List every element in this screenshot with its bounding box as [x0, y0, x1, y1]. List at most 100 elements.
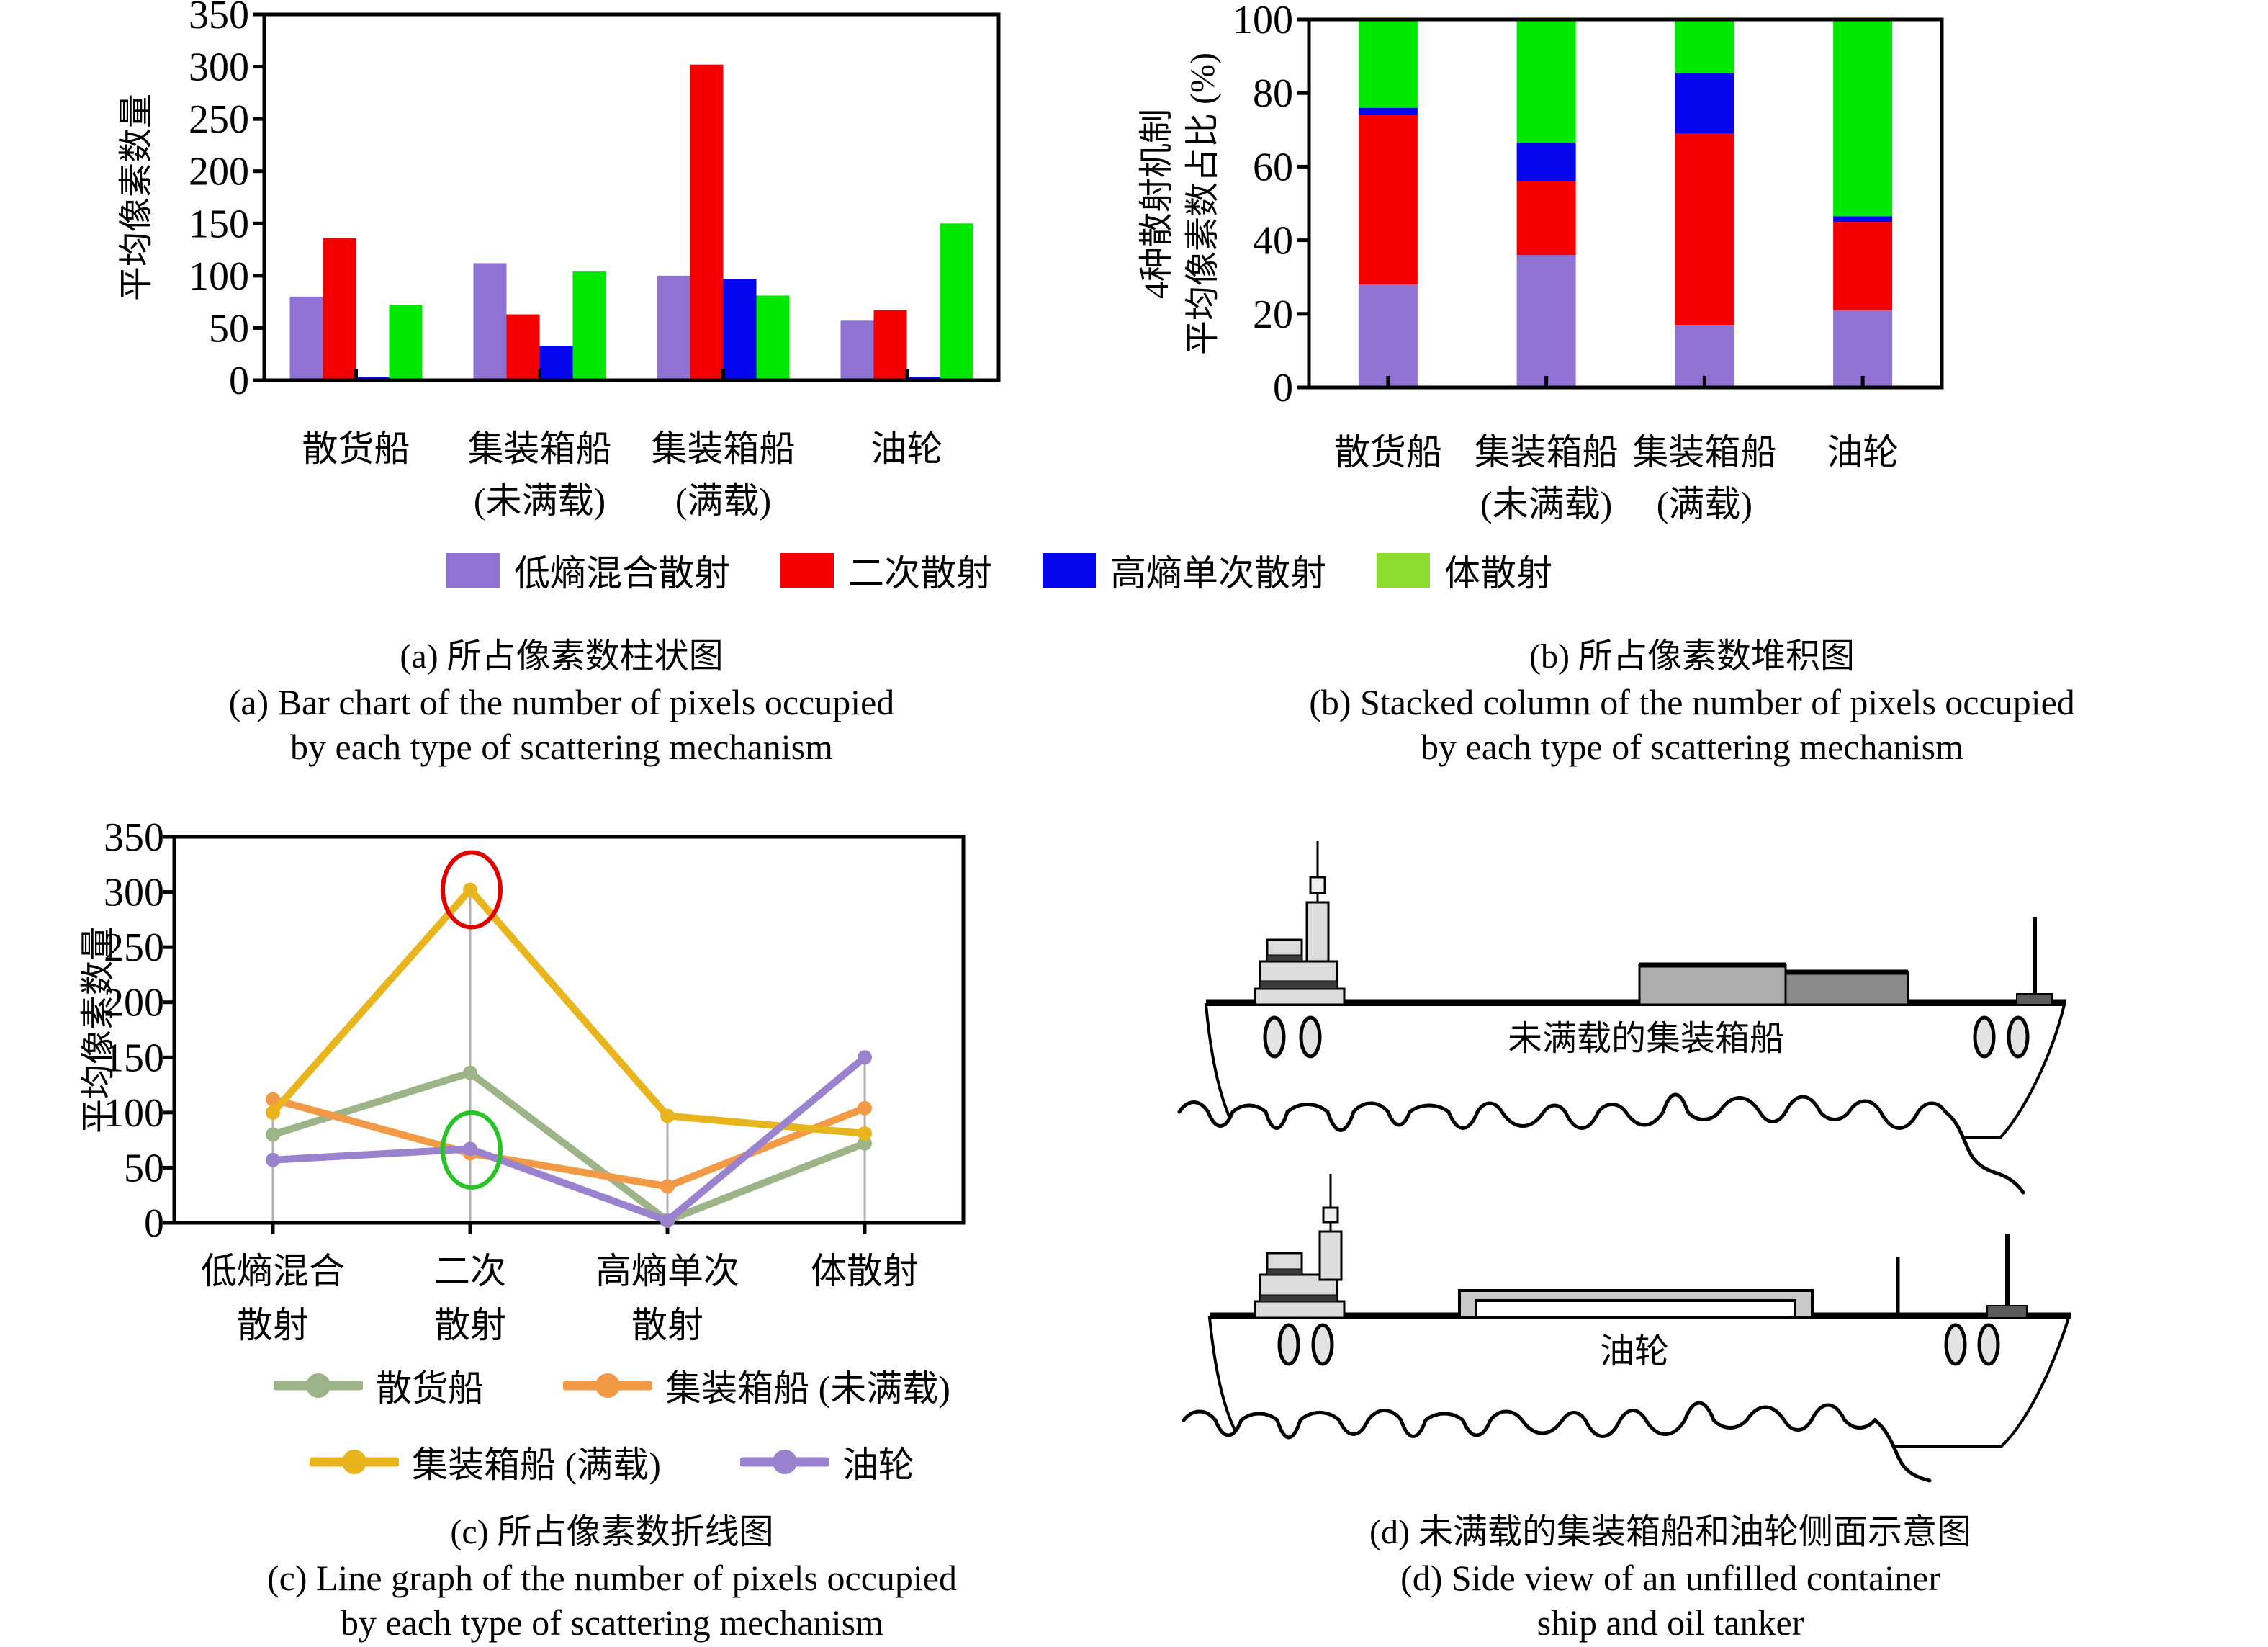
bar-chart-pixels: 0 50 100 150 200 250 300 350 散货船 集装箱船 (未满载) 集装箱船 (满载…: [117, 0, 1001, 521]
x-category-label: (未满载): [474, 480, 606, 521]
waterline: [1182, 1401, 1932, 1483]
y-tick-label: 0: [1273, 366, 1293, 410]
ship-hull: [1207, 1316, 2071, 1448]
red-swatch-icon: [780, 553, 834, 588]
caption-c-zh: (c) 所占像素数折线图: [450, 1513, 774, 1551]
porthole-icon: [1277, 1323, 1300, 1366]
y-tick-label: 250: [104, 925, 164, 970]
series-line: [269, 886, 868, 1137]
chart-b-ylabel-line2: 平均像素数占比 (%): [1184, 53, 1222, 355]
caption-c-en2: by each type of scattering mechanism: [341, 1602, 883, 1643]
stack-segment: [1833, 310, 1893, 387]
data-point: [266, 1127, 280, 1142]
caption-a-en1: (a) Bar chart of the number of pixels oc…: [228, 682, 895, 722]
data-point: [660, 1179, 675, 1194]
x-category-label: (未满载): [1480, 484, 1612, 524]
stack-segment: [1833, 222, 1893, 310]
ship-series-legend: 散货船 集装箱船 (未满载) 集装箱船 (满载): [101, 1360, 1123, 1488]
x-category-label: 集装箱船: [652, 428, 796, 469]
x-category-label: 高熵单次: [595, 1251, 739, 1291]
ship-structure: [1266, 1268, 1302, 1275]
stack-segment: [1516, 181, 1576, 256]
y-tick-label: 350: [189, 0, 249, 37]
chart-a-ylabel: 平均像素数量: [117, 94, 156, 301]
y-tick-label: 200: [189, 150, 249, 194]
stack-segment: [1358, 284, 1418, 387]
x-category-label: (满载): [675, 480, 771, 521]
series-line: [269, 1054, 868, 1224]
line-marker-icon: [563, 1373, 653, 1398]
y-tick-label: 300: [189, 45, 249, 90]
legend-item-mixed: 低熵混合散射: [446, 544, 730, 596]
x-category-label: 二次: [434, 1251, 506, 1291]
bar-chart-plot: 0 50 100 150 200 250 300 350 散货船 集装箱船 (未满载) 集装箱船 (满载…: [189, 0, 1001, 521]
y-tick-label: 60: [1253, 145, 1293, 189]
chart-b-ylabel-line1: 4种散射机制: [1138, 109, 1176, 299]
bar: [289, 296, 323, 380]
series-line: [269, 1095, 868, 1190]
caption-d-zh: (d) 未满载的集装箱船和油轮侧面示意图: [1369, 1513, 1971, 1551]
legend-label: 散货船: [376, 1368, 485, 1409]
bar: [940, 223, 973, 380]
ship-structure: [1309, 876, 1326, 894]
stack-segment: [1358, 19, 1418, 108]
ship-structure: [1322, 1206, 1339, 1224]
legend-item-oil-tanker: 油轮: [739, 1436, 914, 1488]
porthole-icon: [1263, 1015, 1286, 1059]
porthole-icon: [1311, 1323, 1334, 1366]
y-tick-label: 350: [104, 815, 164, 860]
line-marker-icon: [739, 1450, 829, 1474]
caption-b-zh: (b) 所占像素数堆积图: [1529, 637, 1855, 676]
x-category-label: 集装箱船: [468, 428, 612, 469]
porthole-icon: [1977, 1323, 2000, 1366]
bar: [723, 279, 757, 380]
oil-tanker-label: 油轮: [1600, 1332, 1669, 1370]
waterline: [1177, 1092, 2025, 1195]
ship-structure: [1305, 901, 1330, 963]
bar: [323, 238, 356, 380]
ship-drawings: [1174, 841, 2110, 1483]
stack-segment: [1675, 73, 1734, 134]
bar: [840, 320, 874, 380]
x-category-label: 散货船: [302, 428, 410, 469]
legend-item-double: 二次散射: [780, 544, 992, 596]
ship-legend-row2: 集装箱船 (满载) 油轮: [310, 1436, 914, 1488]
line-chart-pixels: 0 50 100 150 200 250 300 350 低熵混合散射 二次散射 高熵单次散射 体散射…: [79, 815, 966, 1345]
bar: [506, 314, 540, 380]
bar: [389, 305, 423, 380]
data-point: [858, 1136, 872, 1151]
purple-swatch-icon: [446, 553, 500, 588]
data-point: [266, 1092, 280, 1107]
ship-structure: [1254, 987, 1346, 1006]
y-tick-label: 300: [104, 871, 164, 915]
ship-structure: [1259, 1294, 1338, 1303]
ship-structure: [1266, 954, 1302, 962]
water-mask: [1174, 1095, 2110, 1253]
stack-segment: [1833, 216, 1893, 223]
legend-item-container-unloaded: 集装箱船 (未满载): [563, 1360, 950, 1412]
porthole-icon: [2007, 1015, 2030, 1059]
x-category-label: 散射: [434, 1305, 506, 1345]
y-tick-label: 150: [104, 1036, 164, 1080]
series-line: [269, 1069, 868, 1224]
porthole-icon: [1973, 1015, 1996, 1059]
container-block: [1784, 971, 1909, 1006]
data-point: [266, 1152, 280, 1167]
data-point: [858, 1100, 872, 1116]
y-tick-label: 20: [1253, 292, 1293, 337]
x-category-label: 油轮: [871, 428, 943, 469]
annotation-ellipse: [441, 850, 503, 930]
mechanism-legend: 低熵混合散射 二次散射 高熵单次散射 体散射: [446, 544, 1552, 596]
ship-structure: [1259, 980, 1338, 989]
caption-b-en1: (b) Stacked column of the number of pixe…: [1309, 682, 2075, 722]
mast-base: [1986, 1305, 2028, 1319]
data-point: [858, 1126, 872, 1141]
chart-c-ylabel: 平均像素数量: [79, 926, 117, 1134]
stack-segment: [1516, 255, 1576, 387]
x-category-label: 散货船: [1334, 432, 1442, 472]
container-ship-label: 未满载的集装箱船: [1508, 1020, 1784, 1058]
x-category-label: 油轮: [1827, 432, 1899, 472]
x-category-label: 散射: [237, 1305, 309, 1345]
legend-label: 低熵混合散射: [514, 553, 730, 593]
